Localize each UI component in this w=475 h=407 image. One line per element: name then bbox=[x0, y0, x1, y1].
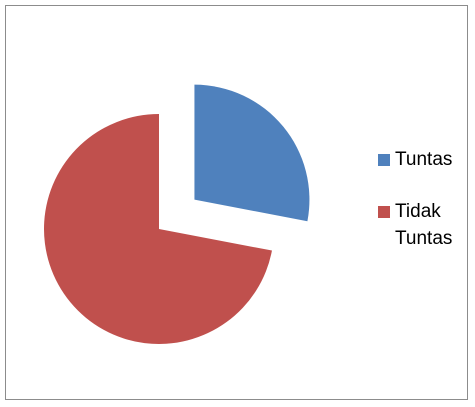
legend-label-tidak-tuntas: Tidak Tuntas bbox=[395, 201, 453, 249]
legend-swatch-tidak-tuntas bbox=[378, 206, 390, 218]
pie-chart bbox=[43, 84, 310, 344]
legend: Tuntas Tidak Tuntas bbox=[378, 146, 468, 252]
legend-swatch-tuntas bbox=[378, 154, 390, 166]
legend-label-tuntas: Tuntas bbox=[395, 149, 453, 170]
legend-item-tidak-tuntas: Tidak Tuntas bbox=[378, 198, 465, 252]
chart-area: Tuntas Tidak Tuntas bbox=[5, 5, 468, 400]
pie-slice-tidak-tuntas bbox=[43, 113, 272, 344]
legend-item-tuntas: Tuntas bbox=[378, 146, 465, 173]
pie-slice-tuntas bbox=[194, 84, 310, 222]
